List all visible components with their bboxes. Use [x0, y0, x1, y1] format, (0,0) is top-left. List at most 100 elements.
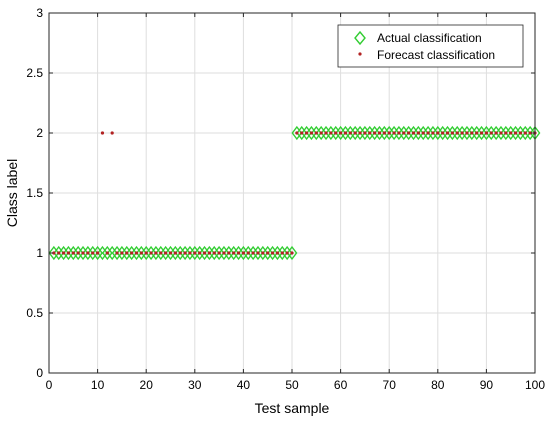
forecast-classification-point	[217, 251, 221, 255]
forecast-classification-point	[134, 251, 139, 255]
forecast-classification-point	[309, 131, 314, 135]
forecast-classification-point	[130, 251, 134, 255]
x-tick-label: 0	[46, 378, 53, 392]
forecast-classification-point	[460, 131, 464, 135]
forecast-classification-point	[523, 131, 527, 135]
actual-classification-point	[267, 245, 278, 261]
x-tick-label: 60	[334, 378, 348, 392]
actual-classification-point	[189, 245, 201, 261]
actual-classification-point	[247, 245, 259, 261]
forecast-classification-point	[120, 251, 124, 255]
forecast-classification-point	[402, 131, 406, 135]
actual-classification-point	[344, 125, 356, 141]
forecast-classification-point	[499, 131, 503, 135]
forecast-classification-point	[377, 131, 382, 135]
forecast-classification-point	[397, 131, 401, 135]
forecast-classification-point	[368, 131, 372, 135]
forecast-classification-point	[188, 251, 192, 255]
actual-classification-point	[218, 245, 230, 261]
forecast-classification-point	[66, 251, 71, 255]
forecast-classification-point	[202, 251, 207, 255]
x-tick-label: 30	[188, 378, 202, 392]
actual-classification-point	[485, 125, 497, 141]
forecast-classification-point	[149, 251, 153, 255]
forecast-classification-point	[295, 131, 299, 135]
actual-classification-point	[179, 245, 191, 261]
actual-classification-point	[58, 245, 69, 261]
forecast-classification-point	[416, 131, 420, 135]
actual-classification-point	[208, 245, 220, 261]
forecast-classification-point	[227, 251, 231, 255]
forecast-classification-point	[421, 131, 425, 135]
actual-classification-point	[374, 125, 385, 141]
forecast-classification-point	[407, 131, 411, 135]
forecast-classification-point	[159, 251, 163, 255]
forecast-classification-point	[319, 131, 323, 135]
x-tick-label: 10	[91, 378, 105, 392]
forecast-classification-point	[207, 251, 211, 255]
forecast-classification-point	[280, 251, 284, 255]
actual-classification-point	[393, 125, 405, 141]
actual-classification-point	[204, 245, 215, 261]
forecast-classification-point	[246, 251, 250, 255]
forecast-classification-point	[339, 131, 343, 135]
actual-classification-point	[451, 125, 463, 141]
actual-classification-point	[349, 125, 361, 141]
actual-classification-point	[490, 125, 502, 141]
forecast-classification-point	[76, 251, 80, 255]
y-tick-label: 0	[36, 366, 43, 380]
forecast-classification-point	[139, 251, 143, 255]
forecast-classification-point	[324, 131, 328, 135]
actual-classification-point	[505, 125, 517, 141]
forecast-classification-point	[183, 251, 187, 255]
y-tick-label: 2	[36, 126, 43, 140]
actual-classification-point	[398, 125, 410, 141]
x-tick-label: 100	[525, 378, 545, 392]
y-axis-label: Class label	[4, 159, 20, 227]
actual-classification-point	[184, 245, 196, 261]
actual-classification-point	[320, 125, 332, 141]
actual-classification-point	[281, 245, 293, 261]
x-tick-label: 90	[480, 378, 494, 392]
actual-classification-point	[169, 245, 181, 261]
actual-classification-point	[417, 125, 429, 141]
forecast-classification-point	[489, 131, 493, 135]
actual-classification-point	[262, 245, 274, 261]
actual-classification-point	[325, 125, 337, 141]
actual-classification-point	[160, 245, 172, 261]
actual-classification-point	[422, 125, 434, 141]
forecast-classification-point	[484, 131, 488, 135]
forecast-classification-point	[518, 131, 523, 135]
forecast-classification-point	[373, 131, 377, 135]
forecast-classification-point	[348, 131, 352, 135]
forecast-classification-point	[115, 251, 119, 255]
forecast-classification-point	[411, 131, 416, 135]
actual-classification-point	[92, 245, 103, 261]
forecast-classification-point	[504, 131, 508, 135]
actual-classification-point	[500, 125, 512, 141]
actual-classification-point	[340, 125, 351, 141]
actual-classification-point	[481, 125, 492, 141]
forecast-classification-point	[494, 131, 498, 135]
forecast-classification-point	[304, 131, 309, 135]
legend: Actual classification Forecast classific…	[337, 24, 524, 68]
plot-markers	[48, 125, 541, 261]
forecast-classification-point	[314, 131, 318, 135]
y-tick-label: 1	[36, 246, 43, 260]
actual-classification-point	[408, 125, 419, 141]
actual-classification-point	[48, 245, 60, 261]
forecast-classification-point	[358, 131, 362, 135]
forecast-classification-point	[52, 251, 56, 255]
actual-classification-point	[276, 245, 288, 261]
actual-classification-point	[359, 125, 371, 141]
actual-classification-point	[378, 125, 390, 141]
forecast-classification-point	[236, 251, 241, 255]
actual-classification-point	[121, 245, 133, 261]
forecast-classification-point	[445, 131, 450, 135]
forecast-classification-point	[91, 251, 95, 255]
forecast-classification-point	[343, 131, 348, 135]
actual-classification-point	[442, 125, 453, 141]
actual-classification-point	[471, 125, 483, 141]
forecast-classification-point	[144, 251, 148, 255]
y-tick-label: 1.5	[26, 186, 43, 200]
